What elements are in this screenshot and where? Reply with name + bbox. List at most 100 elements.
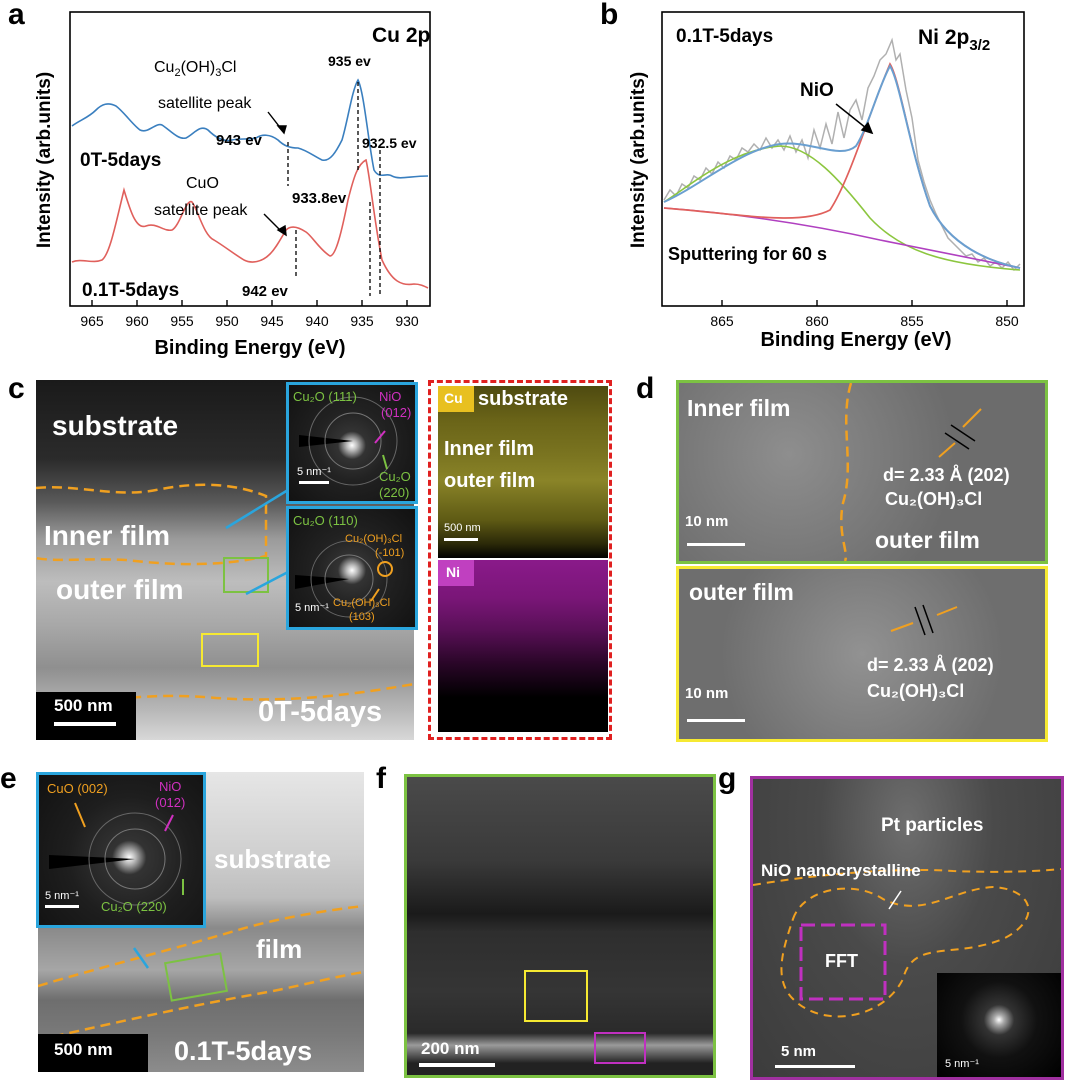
saed-e-pattern	[49, 802, 184, 906]
annotation-arrows	[263, 111, 287, 237]
nanocrystal-boundary-1	[753, 868, 1061, 886]
scale-label-f: 200 nm	[421, 1039, 480, 1058]
saed-e-scalebar	[45, 905, 79, 908]
hrtem-top: Inner film d= 2.33 Å (202) Cu₂(OH)₃Cl ou…	[676, 380, 1048, 564]
scalebar-f	[419, 1063, 495, 1067]
eds-map-cu: Cu substrate Inner film outer film 500 n…	[438, 386, 608, 558]
panel-label-g: g	[718, 762, 737, 795]
arrowhead-cu2oh3cl	[276, 125, 287, 135]
scalebar-box-c	[36, 692, 136, 740]
hrtem-top-phase: Cu₂(OH)₃Cl	[885, 489, 983, 509]
cu-badge	[438, 386, 474, 412]
film-boundary-top	[38, 904, 364, 988]
label-satellite-2: satellite peak	[154, 202, 248, 219]
chart-b-x-ticks	[721, 300, 1008, 306]
saed-e-cu2o: Cu₂O (220)	[101, 899, 167, 914]
saed1-nio: NiO	[379, 389, 402, 404]
chart-b-frame	[661, 11, 1025, 307]
tick-850: 850	[995, 313, 1019, 329]
map-label-substrate: substrate	[478, 388, 569, 410]
label-satellite-1: satellite peak	[158, 95, 252, 112]
series-0t-5days	[71, 78, 429, 179]
scalebar-box-e	[38, 1034, 148, 1072]
saed1-nio-index: (012)	[381, 405, 412, 420]
saed1-cu2o: Cu₂O	[379, 469, 411, 484]
label-pt-particles: Pt particles	[881, 815, 984, 836]
chart-a-tick-labels: 965 960 955 950 945 940 935 930	[80, 313, 419, 329]
hrtem-bottom-d: d= 2.33 Å (202)	[867, 655, 994, 675]
label-943ev: 943 ev	[216, 132, 263, 149]
saed2-cu2o110: Cu₂O (110)	[293, 513, 358, 528]
eds-map-ni: Ni	[438, 560, 608, 732]
label-cu2oh3cl: Cu2(OH)3Cl	[154, 59, 236, 79]
chart-b: 865 860 855 850 Binding Energy (eV) Inte…	[628, 11, 1025, 351]
cuo-leader	[74, 802, 86, 828]
beam-stop-2	[295, 575, 349, 589]
beam-stop-1	[299, 435, 353, 447]
panel-label-c: c	[8, 372, 25, 405]
saed-e-scale: 5 nm⁻¹	[45, 890, 79, 902]
cu2oh3cl-leader	[370, 588, 380, 602]
hrtem-top-scale: 10 nm	[685, 513, 729, 530]
tick-860: 860	[805, 313, 829, 329]
scale-label-g: 5 nm	[781, 1043, 817, 1060]
label-9338ev: 933.8ev	[292, 190, 347, 207]
chart-a-title: Cu 2p	[372, 24, 430, 47]
label-series-0t: 0T-5days	[80, 150, 161, 171]
cu2o-leader-1	[382, 454, 388, 470]
label-cuo: CuO	[186, 175, 219, 192]
series-raw	[663, 37, 1021, 272]
series-satellite	[663, 145, 1021, 271]
leader-line-e	[132, 947, 150, 969]
hrtem-bottom-overlay	[890, 604, 958, 636]
map-label-cu: Cu	[444, 390, 463, 406]
magenta-roi-box-f	[594, 1032, 646, 1064]
hrtem-g-overlay	[753, 868, 1061, 1018]
saed-2-pattern	[295, 540, 393, 618]
label-outer-film-c: outer film	[56, 574, 184, 605]
chart-b-title: Ni 2p3/2	[918, 26, 990, 54]
hrtem-top-outer: outer film	[875, 527, 980, 553]
tick-940: 940	[305, 313, 329, 329]
hrtem-bottom-outer: outer film	[689, 579, 794, 605]
hrtem-top-scalebar	[687, 543, 745, 546]
reference-lines	[287, 82, 381, 296]
map-scalebar	[444, 538, 478, 541]
panel-label-e: e	[0, 762, 17, 795]
hrtem-bottom-scalebar	[687, 719, 745, 722]
nanocrystal-boundary-2	[780, 885, 1030, 1018]
label-sample-c: 0T-5days	[258, 696, 383, 728]
label-942ev: 942 ev	[242, 283, 289, 300]
nio-arrow	[835, 103, 874, 135]
beam-stop-e	[49, 855, 135, 869]
panel-label-a: a	[8, 0, 25, 31]
diffraction-ring-e1	[104, 828, 166, 890]
diffraction-ring-4	[310, 540, 388, 618]
fft-inset-scale: 5 nm⁻¹	[945, 1058, 979, 1070]
tick-950: 950	[215, 313, 239, 329]
panel-label-f: f	[376, 762, 386, 795]
tick-960: 960	[125, 313, 149, 329]
nio-leader-e	[164, 814, 174, 832]
diffraction-ring-2	[308, 396, 398, 486]
hrtem-top-d: d= 2.33 Å (202)	[883, 465, 1010, 485]
fft-region-box	[799, 923, 887, 1001]
scale-label-e: 500 nm	[54, 1040, 113, 1059]
saed2-c1-index: (-101)	[375, 547, 405, 559]
label-film-e: film	[256, 934, 303, 964]
hrtem-top-inner: Inner film	[687, 395, 791, 421]
tick-945: 945	[260, 313, 284, 329]
label-sputtering: Sputtering for 60 s	[668, 244, 827, 264]
map-label-outer: outer film	[444, 470, 536, 492]
film-boundary-bottom	[38, 970, 364, 1042]
chart-a: 965 960 955 950 945 940 935 930 Binding …	[34, 11, 431, 359]
saed1-scalebar	[299, 481, 329, 484]
chart-b-xlabel: Binding Energy (eV)	[760, 329, 951, 351]
tick-935: 935	[350, 313, 374, 329]
saed-inset-1: Cu₂O (111) NiO (012) Cu₂O (220) 5 nm⁻¹	[286, 382, 418, 504]
saed2-c2: Cu₂(OH)₃Cl	[333, 597, 391, 609]
chart-a-frame	[69, 11, 431, 307]
ni-badge	[438, 560, 474, 586]
series-nio	[663, 62, 1021, 269]
label-substrate-e: substrate	[214, 844, 332, 874]
